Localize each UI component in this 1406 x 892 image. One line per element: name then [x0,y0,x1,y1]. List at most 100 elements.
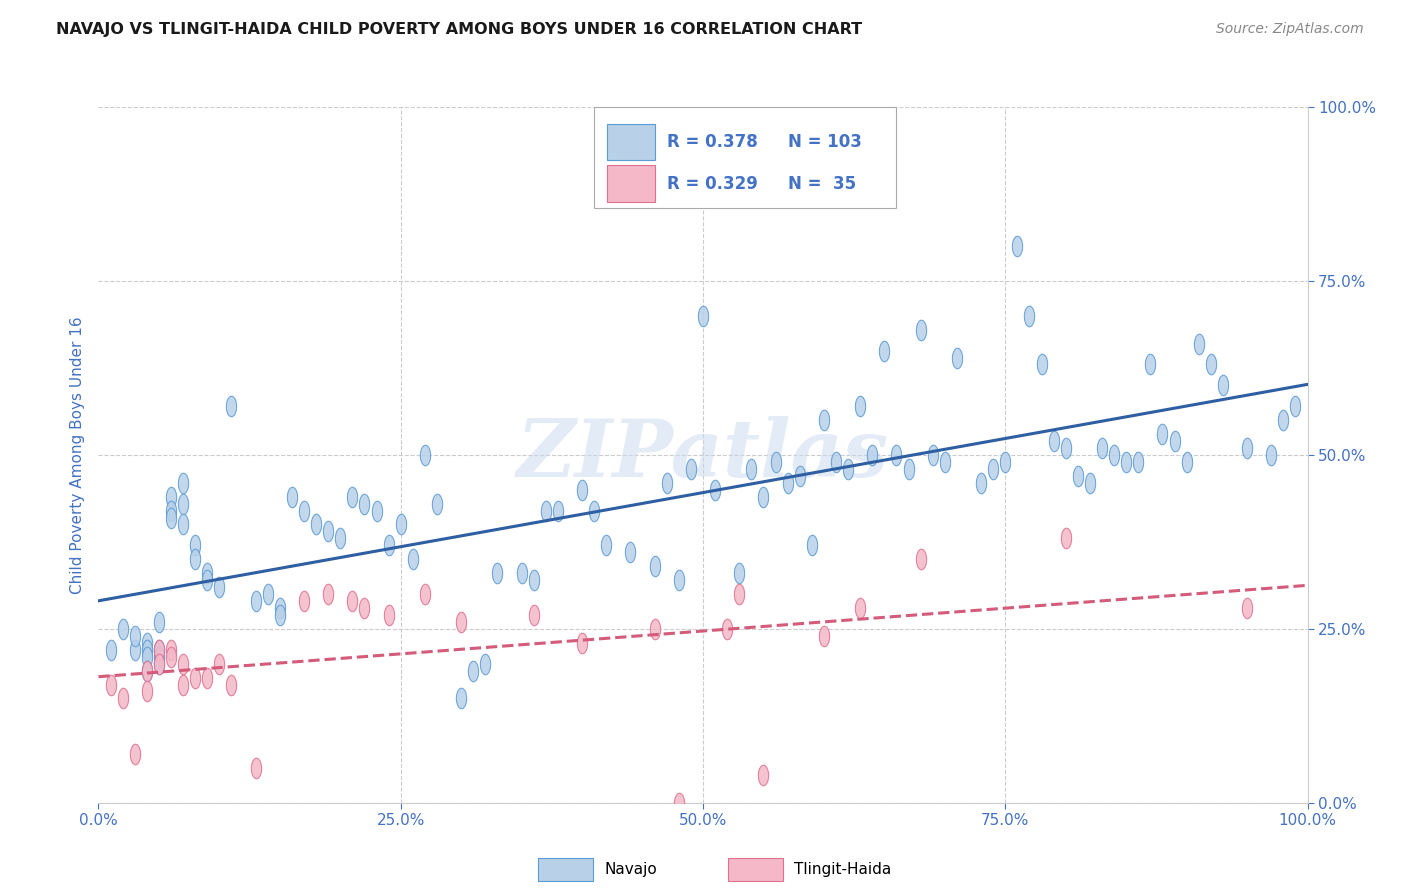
Point [172,475,194,490]
Point [124,747,146,761]
Point [148,657,170,671]
Point [1042,434,1064,448]
Point [402,552,425,566]
Point [860,448,883,462]
Point [195,573,218,587]
Point [148,615,170,629]
Point [1272,413,1295,427]
FancyBboxPatch shape [607,124,655,160]
Point [377,607,399,622]
Point [366,503,388,517]
Point [450,691,472,706]
Point [269,601,291,615]
Text: N =  35: N = 35 [787,175,856,193]
Point [100,677,122,691]
Point [100,642,122,657]
Point [994,455,1017,469]
Point [305,517,328,532]
Point [316,587,339,601]
Point [474,657,496,671]
Point [389,517,412,532]
Point [195,566,218,581]
FancyBboxPatch shape [595,107,897,208]
Point [571,636,593,650]
Point [644,559,666,574]
Point [256,587,278,601]
Point [160,490,183,504]
Point [184,671,207,685]
Text: Source: ZipAtlas.com: Source: ZipAtlas.com [1216,22,1364,37]
Point [160,642,183,657]
Point [353,601,375,615]
FancyBboxPatch shape [607,166,655,202]
Point [981,462,1004,476]
Point [765,455,787,469]
Point [813,413,835,427]
Text: R = 0.329: R = 0.329 [666,175,758,193]
Point [148,642,170,657]
Point [450,615,472,629]
Point [776,475,799,490]
Point [316,524,339,539]
Point [1007,239,1029,253]
Point [1236,601,1258,615]
Point [547,503,569,517]
Point [342,490,364,504]
Point [534,503,557,517]
Point [1031,358,1053,372]
Point [752,490,775,504]
Point [1128,455,1150,469]
Point [837,462,859,476]
Point [921,448,943,462]
Point [1115,455,1137,469]
Point [135,649,157,664]
Point [1284,399,1306,413]
Point [1054,532,1077,546]
Point [934,455,956,469]
Point [910,552,932,566]
Point [172,657,194,671]
Point [668,796,690,810]
Point [463,664,485,678]
Point [849,601,872,615]
Point [342,594,364,608]
Point [583,503,606,517]
Point [148,649,170,664]
Point [426,497,449,511]
Point [595,538,617,552]
Point [800,538,823,552]
Point [135,636,157,650]
Point [377,538,399,552]
Point [1175,455,1198,469]
Text: Navajo: Navajo [605,863,658,877]
Point [172,517,194,532]
Point [160,649,183,664]
Point [221,677,243,691]
Point [1199,358,1222,372]
Point [1139,358,1161,372]
Point [208,657,231,671]
Point [124,629,146,643]
Point [523,607,546,622]
Point [148,657,170,671]
Point [1018,309,1040,323]
Point [135,642,157,657]
Point [135,664,157,678]
Point [571,483,593,497]
Point [269,607,291,622]
Point [135,684,157,698]
Point [849,399,872,413]
Point [195,671,218,685]
Point [329,532,352,546]
Point [1163,434,1185,448]
Point [1260,448,1282,462]
Point [413,587,436,601]
Text: Tlingit-Haida: Tlingit-Haida [794,863,891,877]
Point [111,691,134,706]
Point [160,503,183,517]
Text: R = 0.378: R = 0.378 [666,133,758,151]
Point [486,566,509,581]
Point [789,468,811,483]
Point [704,483,727,497]
Point [716,622,738,636]
